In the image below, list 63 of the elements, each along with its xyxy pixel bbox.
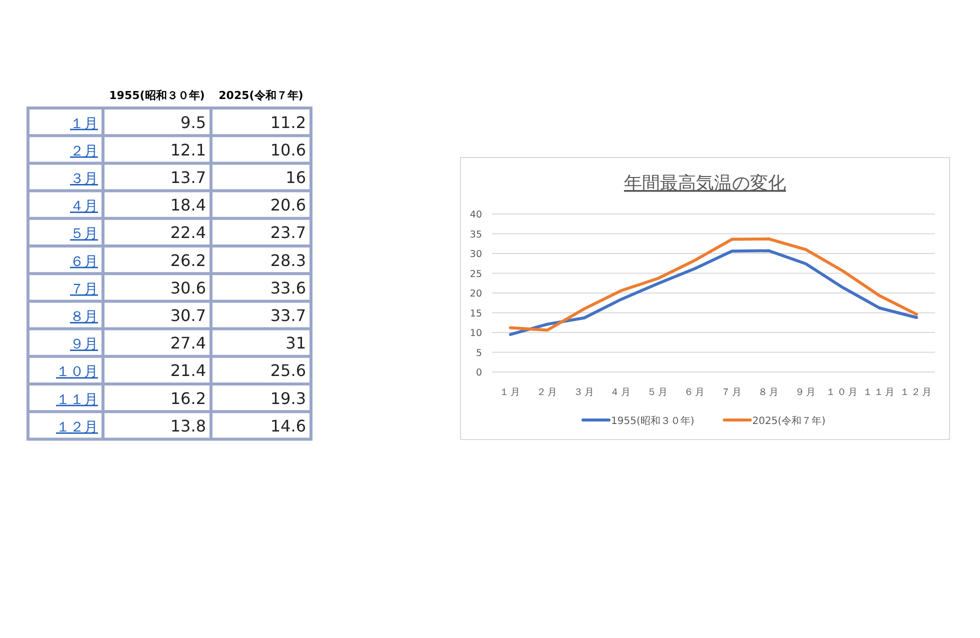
x-tick-label: ５月: [647, 387, 670, 398]
x-tick-label: １１月: [863, 387, 896, 398]
y-tick-label: ２月: [70, 143, 98, 160]
y-tick-label: ３月: [70, 171, 98, 187]
line-series: [508, 249, 918, 336]
data-label: 10.6: [270, 140, 306, 160]
x-tick-label: １０月: [826, 387, 860, 398]
x-tick-label: ２月: [536, 387, 558, 398]
y-tick-label: 0: [476, 368, 482, 378]
x-tick-label: ３月: [573, 387, 596, 398]
data-label: 25.6: [270, 361, 306, 380]
x-tick-label: ９月: [794, 387, 817, 398]
legend-label: 1955(昭和３０年): [611, 415, 694, 427]
data-label: 16: [286, 168, 306, 187]
chart-title: 年間最高気温の変化: [624, 173, 786, 194]
y-tick-label: ７月: [70, 281, 98, 298]
data-label: 13.7: [170, 168, 206, 187]
data-label: 26.2: [170, 250, 206, 270]
data-label: 31: [286, 334, 306, 353]
x-tick-label: ７月: [720, 387, 743, 398]
y-tick-label: １０月: [56, 364, 98, 380]
data-label: 16.2: [170, 388, 206, 408]
y-tick-label: 20: [470, 288, 482, 300]
y-tick-label: 10: [470, 328, 482, 339]
y-tick-label: ８月: [70, 309, 98, 325]
y-tick-label: ５月: [70, 226, 98, 242]
data-label: 13.8: [170, 416, 206, 436]
x-tick-label: ４月: [610, 387, 632, 398]
data-label: 9.5: [180, 112, 206, 132]
data-label: 22.4: [170, 223, 206, 242]
data-label: 18.4: [170, 196, 206, 215]
x-tick-label: ８月: [758, 387, 780, 398]
data-label: 30.7: [170, 306, 206, 325]
data-label: 11.2: [270, 112, 306, 132]
data-label: 12.1: [170, 140, 206, 160]
legend-label: 2025(令和７年): [752, 415, 826, 427]
y-tick-label: ６月: [70, 254, 98, 270]
legend-item: 2025(令和７年): [722, 416, 826, 427]
data-label: 23.7: [270, 223, 306, 242]
data-label: 20.6: [270, 196, 306, 215]
y-tick-label: １２月: [56, 419, 98, 436]
x-tick-label: １月: [499, 387, 522, 398]
data-label: 27.4: [170, 334, 206, 353]
y-tick-label: 15: [470, 308, 482, 320]
y-tick-label: 25: [470, 268, 482, 280]
data-label: 19.3: [270, 388, 306, 408]
data-label: 14.6: [270, 416, 306, 436]
y-tick-label: ９月: [70, 336, 98, 353]
line-series: [508, 237, 918, 332]
data-label: 30.6: [170, 278, 206, 298]
y-tick-label: １月: [70, 116, 98, 132]
y-tick-label: 30: [470, 249, 482, 260]
legend-item: 1955(昭和３０年): [582, 416, 694, 427]
y-tick-label: ４月: [70, 198, 98, 215]
data-label: 21.4: [170, 361, 206, 380]
x-tick-label: ６月: [684, 387, 706, 398]
data-label: 33.7: [270, 306, 306, 325]
data-label: 33.6: [270, 278, 306, 298]
y-tick-label: 40: [470, 210, 482, 220]
y-tick-label: 35: [470, 229, 482, 240]
x-tick-label: １２月: [900, 387, 934, 398]
data-label: 28.3: [270, 250, 306, 270]
y-tick-label: 5: [476, 348, 482, 359]
